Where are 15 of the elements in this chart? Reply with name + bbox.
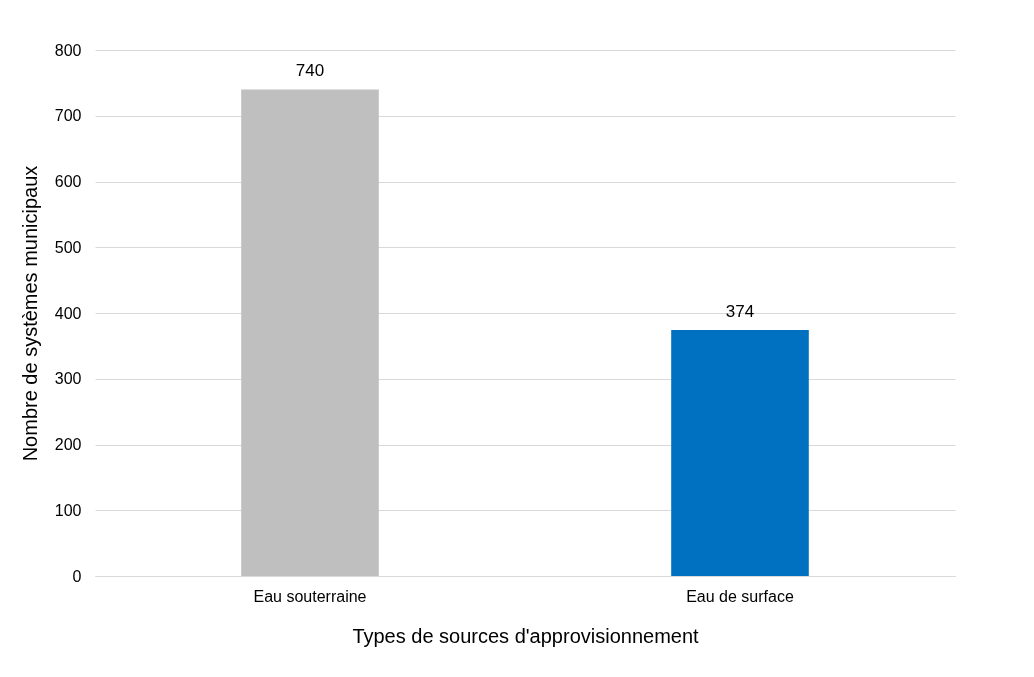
data-label: 740 [295, 61, 325, 81]
x-tick-label: Eau souterraine [253, 587, 367, 605]
y-axis-title: Nombre de systèmes municipaux [18, 165, 41, 462]
y-tick-label: 800 [54, 41, 82, 59]
y-tick-label: 100 [54, 501, 82, 519]
data-label: 374 [725, 302, 755, 322]
y-tick-label: 600 [54, 173, 82, 190]
y-tick-label: 700 [54, 107, 82, 125]
x-axis-title: Types de sources d'approvisionnement [352, 624, 700, 647]
y-tick-label: 300 [54, 370, 82, 388]
y-tick-label: 400 [54, 304, 82, 322]
y-tick-label: 500 [54, 238, 82, 256]
y-tick-label: 200 [54, 436, 82, 453]
x-tick-label: Eau de surface [686, 587, 794, 605]
y-tick-label: 0 [72, 567, 82, 585]
